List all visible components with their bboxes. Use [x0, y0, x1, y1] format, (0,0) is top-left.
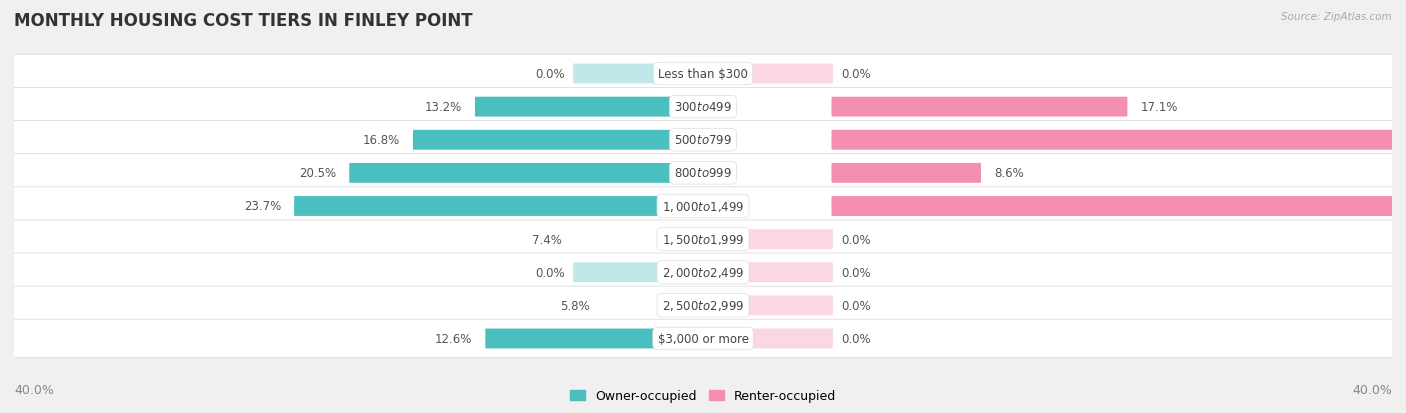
Text: $3,000 or more: $3,000 or more — [658, 332, 748, 345]
Text: 0.0%: 0.0% — [841, 266, 870, 279]
FancyBboxPatch shape — [703, 230, 832, 249]
FancyBboxPatch shape — [13, 154, 1393, 192]
Text: 40.0%: 40.0% — [14, 384, 53, 396]
FancyBboxPatch shape — [703, 263, 832, 282]
Text: MONTHLY HOUSING COST TIERS IN FINLEY POINT: MONTHLY HOUSING COST TIERS IN FINLEY POI… — [14, 12, 472, 30]
Text: $500 to $799: $500 to $799 — [673, 134, 733, 147]
FancyBboxPatch shape — [703, 329, 832, 349]
Text: Source: ZipAtlas.com: Source: ZipAtlas.com — [1281, 12, 1392, 22]
Text: 12.6%: 12.6% — [434, 332, 472, 345]
Text: 0.0%: 0.0% — [841, 299, 870, 312]
Text: 0.0%: 0.0% — [841, 332, 870, 345]
FancyBboxPatch shape — [13, 320, 1393, 358]
FancyBboxPatch shape — [574, 263, 703, 282]
FancyBboxPatch shape — [703, 64, 832, 84]
FancyBboxPatch shape — [703, 296, 832, 316]
FancyBboxPatch shape — [13, 121, 1393, 159]
Text: 23.7%: 23.7% — [243, 200, 281, 213]
FancyBboxPatch shape — [13, 88, 1393, 126]
Text: $800 to $999: $800 to $999 — [673, 167, 733, 180]
FancyBboxPatch shape — [13, 254, 1393, 292]
Text: 0.0%: 0.0% — [536, 266, 565, 279]
FancyBboxPatch shape — [13, 188, 1393, 225]
FancyBboxPatch shape — [13, 55, 1393, 93]
Text: 17.1%: 17.1% — [1140, 101, 1178, 114]
FancyBboxPatch shape — [485, 329, 703, 349]
FancyBboxPatch shape — [831, 131, 1406, 150]
FancyBboxPatch shape — [349, 164, 703, 183]
Text: 7.4%: 7.4% — [531, 233, 562, 246]
Text: $2,000 to $2,499: $2,000 to $2,499 — [662, 266, 744, 280]
Text: 20.5%: 20.5% — [299, 167, 336, 180]
FancyBboxPatch shape — [831, 197, 1406, 216]
FancyBboxPatch shape — [574, 64, 703, 84]
FancyBboxPatch shape — [13, 221, 1393, 259]
FancyBboxPatch shape — [13, 287, 1393, 325]
Text: 0.0%: 0.0% — [841, 68, 870, 81]
Text: 8.6%: 8.6% — [994, 167, 1024, 180]
Text: 13.2%: 13.2% — [425, 101, 461, 114]
FancyBboxPatch shape — [475, 97, 703, 117]
Text: $2,500 to $2,999: $2,500 to $2,999 — [662, 299, 744, 313]
Text: 0.0%: 0.0% — [536, 68, 565, 81]
Text: Less than $300: Less than $300 — [658, 68, 748, 81]
FancyBboxPatch shape — [831, 97, 1128, 117]
Legend: Owner-occupied, Renter-occupied: Owner-occupied, Renter-occupied — [565, 385, 841, 408]
Text: $1,500 to $1,999: $1,500 to $1,999 — [662, 233, 744, 247]
FancyBboxPatch shape — [294, 197, 703, 216]
FancyBboxPatch shape — [413, 131, 703, 150]
FancyBboxPatch shape — [831, 164, 981, 183]
Text: $1,000 to $1,499: $1,000 to $1,499 — [662, 199, 744, 214]
Text: 40.0%: 40.0% — [1353, 384, 1392, 396]
Text: 0.0%: 0.0% — [841, 233, 870, 246]
Text: 16.8%: 16.8% — [363, 134, 399, 147]
Text: $300 to $499: $300 to $499 — [673, 101, 733, 114]
Text: 5.8%: 5.8% — [560, 299, 589, 312]
